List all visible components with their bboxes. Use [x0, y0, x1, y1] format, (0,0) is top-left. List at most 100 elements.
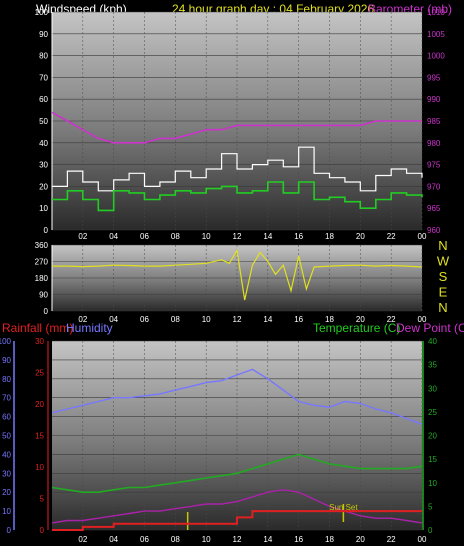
- direction-panel-x-tick-label: 18: [325, 315, 334, 324]
- temperature-tick-label: 15: [428, 455, 437, 464]
- temp-panel-x-tick-label: 00: [418, 535, 427, 544]
- humidity-tick-label: 60: [2, 413, 11, 422]
- wind-panel-x-tick-label: 06: [140, 232, 149, 241]
- barometer-tick-label: 1005: [427, 30, 445, 39]
- rainfall-tick-label: 15: [35, 432, 44, 441]
- temperature-tick-label: 30: [428, 384, 437, 393]
- temp-panel-x-tick-label: 10: [202, 535, 211, 544]
- compass-label: S: [439, 269, 448, 284]
- humidity-tick-label: 10: [2, 507, 11, 516]
- temp-panel-x-tick-label: 14: [263, 535, 272, 544]
- temperature-tick-label: 25: [428, 408, 437, 417]
- compass-label: N: [438, 300, 447, 315]
- barometer-tick-label: 985: [427, 117, 441, 126]
- temperature-tick-label: 20: [428, 432, 437, 441]
- barometer-tick-label: 970: [427, 182, 441, 191]
- compass-label: W: [437, 254, 450, 269]
- dew-point-axis-title: Dew Point (C): [396, 321, 464, 335]
- wind-direction-series-line: [52, 248, 423, 301]
- windspeed-tick-label: 80: [39, 52, 48, 61]
- direction-panel-x-tick-label: 16: [294, 315, 303, 324]
- temp-panel-x-tick-label: 20: [356, 535, 365, 544]
- windspeed-tick-label: 100: [35, 8, 49, 17]
- windspeed-tick-label: 0: [44, 226, 49, 235]
- direction-panel-x-tick-label: 06: [140, 315, 149, 324]
- wind-panel-x-tick-label: 22: [387, 232, 396, 241]
- direction-panel-x-tick-label: 04: [109, 315, 118, 324]
- rainfall-tick-label: 20: [35, 400, 44, 409]
- windspeed-avg-series-line: [52, 181, 423, 212]
- temp-panel-x-tick-label: 06: [140, 535, 149, 544]
- direction-tick-label: 0: [44, 307, 49, 316]
- direction-panel-x-tick-label: 14: [263, 315, 272, 324]
- humidity-tick-label: 50: [2, 432, 11, 441]
- wind-panel-x-tick-label: 16: [294, 232, 303, 241]
- temperature-series-line: [51, 453, 423, 494]
- rainfall-tick-label: 10: [35, 463, 44, 472]
- barometer-tick-label: 1010: [427, 8, 445, 17]
- humidity-tick-label: 40: [2, 450, 11, 459]
- windspeed-tick-label: 90: [39, 30, 48, 39]
- humidity-tick-label: 30: [2, 469, 11, 478]
- humidity-tick-label: 20: [2, 488, 11, 497]
- humidity-tick-label: 90: [2, 356, 11, 365]
- temp-panel-x-tick-label: 18: [325, 535, 334, 544]
- windspeed-tick-label: 20: [39, 182, 48, 191]
- humidity-series-line: [51, 368, 423, 425]
- temperature-tick-label: 40: [428, 337, 437, 346]
- barometer-series-line: [51, 111, 422, 144]
- temp-panel-x-tick-label: 02: [78, 535, 87, 544]
- direction-panel-x-tick-label: 22: [387, 315, 396, 324]
- wind-panel-x-tick-label: 00: [418, 232, 427, 241]
- windspeed-tick-label: 30: [39, 161, 48, 170]
- temp-panel-x-tick-label: 22: [387, 535, 396, 544]
- direction-panel-x-tick-label: 20: [356, 315, 365, 324]
- wind-panel-x-tick-label: 02: [78, 232, 87, 241]
- wind-panel-x-tick-label: 20: [356, 232, 365, 241]
- windspeed-tick-label: 70: [39, 73, 48, 82]
- dew-point-series-line: [51, 489, 423, 524]
- barometer-tick-label: 980: [427, 139, 441, 148]
- direction-tick-label: 270: [35, 258, 49, 267]
- wind-panel-x-tick-label: 10: [202, 232, 211, 241]
- temperature-tick-label: 0: [428, 526, 433, 535]
- tick-labels: 0102030405060708090100960965970975980985…: [0, 8, 450, 544]
- windspeed-series-line: [52, 146, 423, 192]
- wind-panel-x-tick-label: 18: [325, 232, 334, 241]
- wind-panel-x-tick-label: 12: [233, 232, 242, 241]
- direction-tick-label: 180: [35, 274, 49, 283]
- rainfall-tick-label: 0: [40, 526, 45, 535]
- temp-panel-x-tick-label: 16: [294, 535, 303, 544]
- temp-panel-x-tick-label: 04: [109, 535, 118, 544]
- humidity-tick-label: 70: [2, 394, 11, 403]
- direction-tick-label: 360: [35, 241, 49, 250]
- barometer-tick-label: 990: [427, 95, 441, 104]
- barometer-tick-label: 995: [427, 73, 441, 82]
- direction-panel-x-tick-label: 02: [78, 315, 87, 324]
- compass-label: E: [439, 285, 448, 300]
- barometer-tick-label: 965: [427, 204, 441, 213]
- rainfall-tick-label: 25: [35, 369, 44, 378]
- barometer-tick-label: 960: [427, 226, 441, 235]
- humidity-tick-label: 100: [0, 337, 12, 346]
- temp-panel-x-tick-label: 08: [171, 535, 180, 544]
- wind-panel-x-tick-label: 08: [171, 232, 180, 241]
- direction-tick-label: 90: [39, 291, 48, 300]
- wind-panel-x-tick-label: 04: [109, 232, 118, 241]
- direction-panel-x-tick-label: 00: [418, 315, 427, 324]
- humidity-tick-label: 0: [7, 526, 12, 535]
- temp-panel-x-tick-label: 12: [233, 535, 242, 544]
- barometer-tick-label: 1000: [427, 52, 445, 61]
- axes: [13, 12, 424, 530]
- temperature-axis-title: Temperature (C): [313, 321, 401, 335]
- direction-panel-x-tick-label: 08: [171, 315, 180, 324]
- humidity-tick-label: 80: [2, 375, 11, 384]
- windspeed-tick-label: 40: [39, 139, 48, 148]
- barometer-tick-label: 975: [427, 161, 441, 170]
- temperature-tick-label: 10: [428, 479, 437, 488]
- temperature-tick-label: 35: [428, 361, 437, 370]
- rainfall-axis-title: Rainfall (mm): [2, 321, 74, 335]
- wind-panel-x-tick-label: 14: [263, 232, 272, 241]
- humidity-axis-title: Humidity: [66, 321, 113, 335]
